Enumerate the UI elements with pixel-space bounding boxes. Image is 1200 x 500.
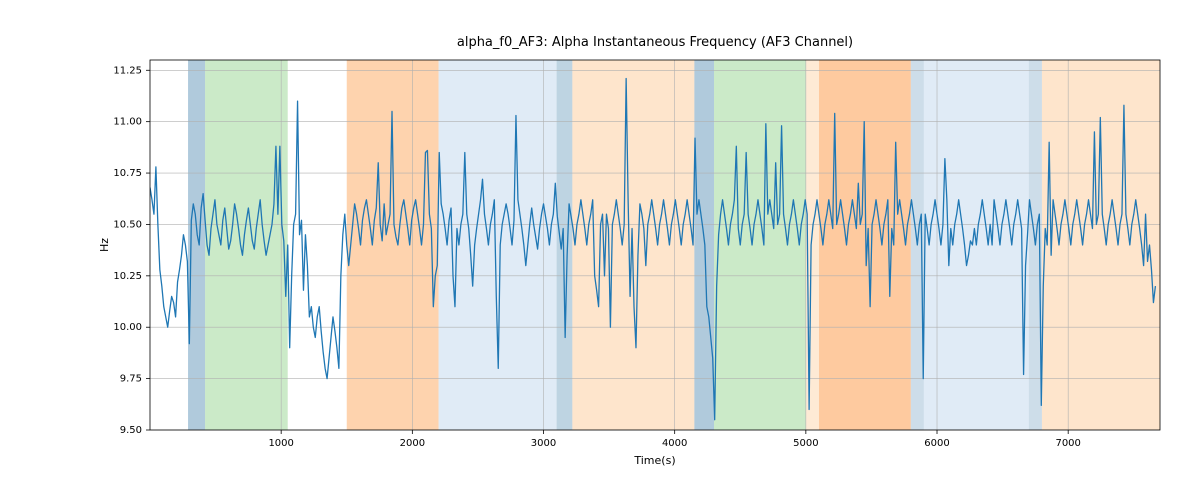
event-spans [188,60,1160,430]
chart-title: alpha_f0_AF3: Alpha Instantaneous Freque… [457,35,853,50]
ytick-label: 10.25 [113,271,142,282]
ytick-label: 11.25 [113,65,142,76]
event-span [205,60,288,430]
xtick-label: 4000 [662,438,687,449]
event-span [557,60,573,430]
x-axis-label: Time(s) [633,454,675,467]
ytick-label: 11.00 [113,117,142,128]
chart-container: 1000 2000 3000 4000 5000 6000 7000 9.50 9.75 10.0… [0,0,1200,500]
ytick-label: 10.00 [113,322,142,333]
event-span [572,60,694,430]
xtick-label: 3000 [531,438,556,449]
xtick-label: 7000 [1055,438,1080,449]
xtick-label: 2000 [400,438,425,449]
ytick-label: 10.75 [113,168,142,179]
ytick-label: 10.50 [113,219,142,230]
y-axis-label: Hz [98,238,111,252]
line-chart: 1000 2000 3000 4000 5000 6000 7000 9.50 9.75 10.0… [0,0,1200,500]
ytick-label: 9.75 [120,374,142,385]
ytick-label: 9.50 [120,425,142,436]
event-span [819,60,911,430]
xtick-label: 6000 [924,438,949,449]
xtick-label: 5000 [793,438,818,449]
xtick-label: 1000 [268,438,293,449]
